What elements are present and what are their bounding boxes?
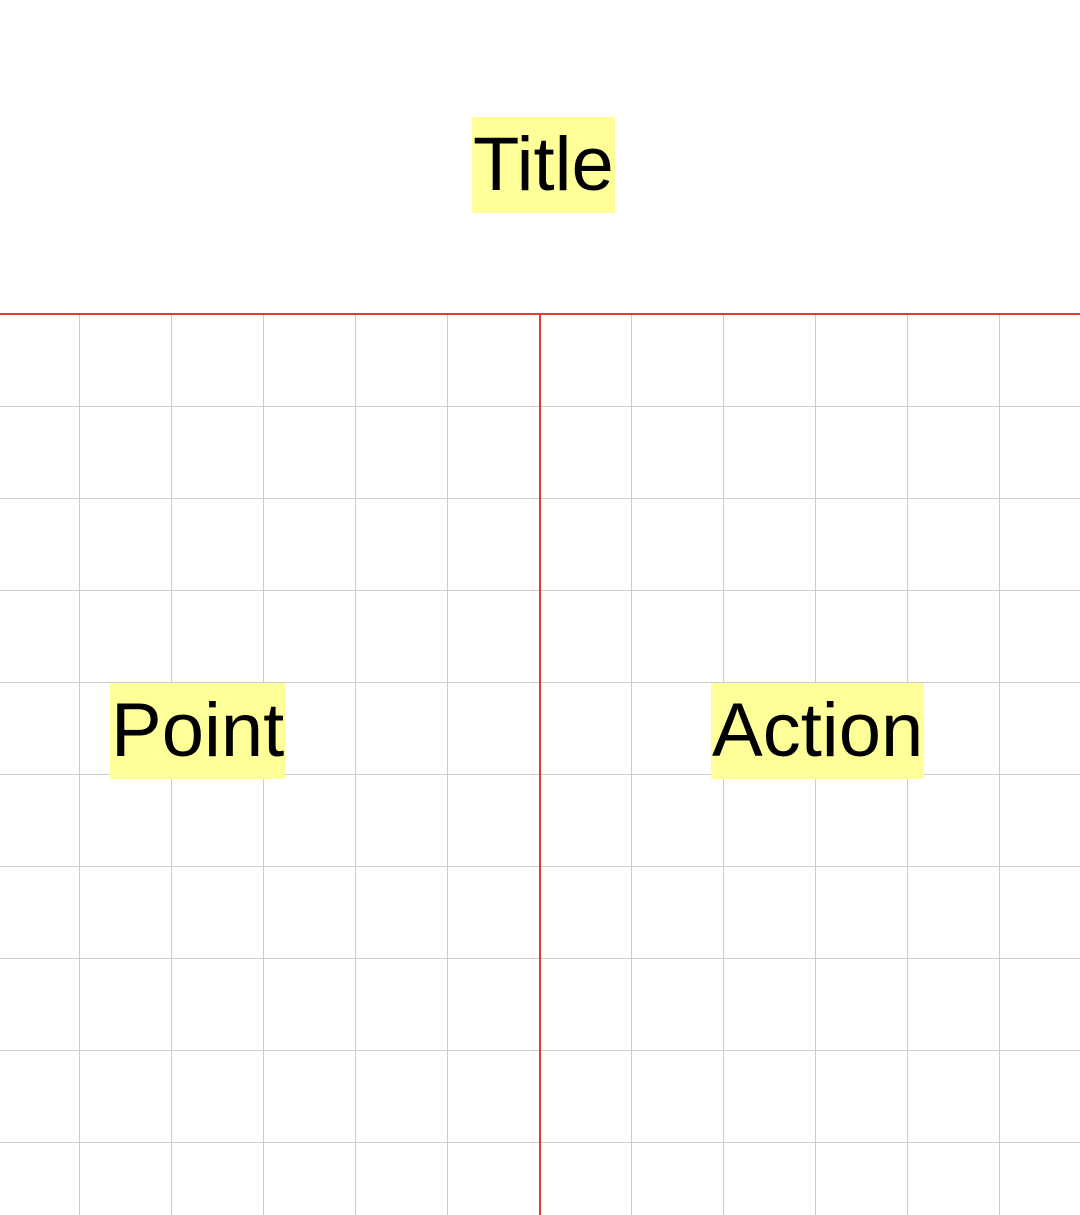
page-title: Title	[472, 117, 615, 213]
grid-vertical-line	[355, 314, 356, 1215]
column-label-point: Point	[110, 683, 286, 779]
center-divider	[539, 314, 541, 1215]
grid-vertical-line	[79, 314, 80, 1215]
grid-vertical-line	[447, 314, 448, 1215]
grid-vertical-line	[631, 314, 632, 1215]
grid-vertical-line	[999, 314, 1000, 1215]
column-label-action: Action	[711, 683, 925, 779]
